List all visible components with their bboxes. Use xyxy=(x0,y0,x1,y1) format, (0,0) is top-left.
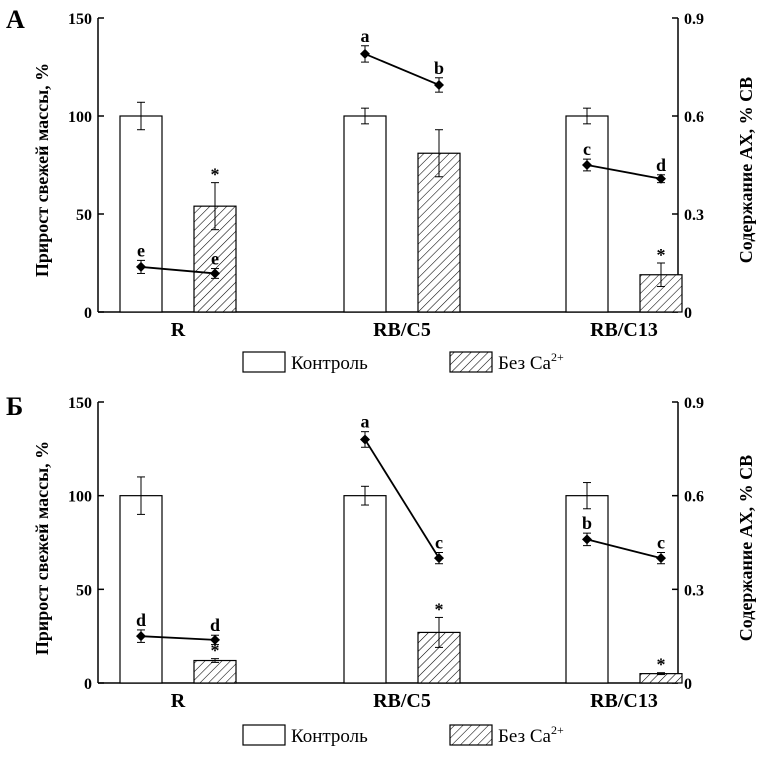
panel-a-category-label: RB/C13 xyxy=(590,319,658,341)
panel-b-ax-letter: c xyxy=(657,532,665,552)
legend-a-control-label: Контроль xyxy=(291,353,368,374)
panel-a-y-tick-label: 0 xyxy=(84,305,92,322)
panel-a-y2-tick-label: 0 xyxy=(684,305,692,322)
panel-a-ax-point xyxy=(656,173,666,184)
panel-b-bar-control xyxy=(119,495,163,684)
panel-b-ax-letter: a xyxy=(361,412,370,432)
panel-a-significance-mark: * xyxy=(211,165,220,185)
panel-a-ax-letter: e xyxy=(211,249,219,269)
panel-b-category-label: RB/C13 xyxy=(590,690,658,712)
legend-b-control-swatch xyxy=(242,724,286,746)
legend-a-control-swatch xyxy=(242,351,286,373)
panel-b-significance-mark: * xyxy=(435,599,444,619)
panel-b-ax-point xyxy=(360,434,370,445)
legend-a-noca-swatch xyxy=(449,351,493,373)
legend-a: Контроль Без Ca2+ xyxy=(242,350,564,374)
panel-a-bar-noca xyxy=(417,152,461,313)
panel-b-ax-point xyxy=(582,534,592,545)
legend-b-control-label: Контроль xyxy=(291,726,368,747)
panel-a-ax-letter: a xyxy=(361,26,370,46)
panel-b-y2-tick-label: 0.9 xyxy=(684,395,704,412)
panel-b-ylabel: Прирост свежей массы, % xyxy=(32,441,52,655)
panel-a-label: А xyxy=(6,5,25,34)
panel-b-ax-letter: c xyxy=(435,532,443,552)
panel-a-ax-point xyxy=(136,261,146,272)
panel-b-ax-point xyxy=(434,553,444,564)
panel-b-bar-noca xyxy=(193,659,237,684)
legend-b-noca-label: Без Ca2+ xyxy=(498,723,564,747)
panel-a-ax-point xyxy=(360,48,370,59)
panel-a-y-tick-label: 50 xyxy=(76,207,92,224)
panel-a-y-tick-label: 100 xyxy=(68,109,92,126)
panel-a-bar-control xyxy=(343,115,387,313)
panel-b-ax-point xyxy=(656,553,666,564)
panel-b-ax-point xyxy=(210,634,220,645)
panel-b-ax-letter: b xyxy=(582,513,592,533)
panel-a-ax-letter: b xyxy=(434,58,444,78)
panel-b-ax-line xyxy=(364,438,440,559)
panel-b-ax-line xyxy=(586,538,662,559)
panel-a-plot: 0 50 100 150 0 0.3 0.6 0.9 R * e e RB/C5 a b RB/C13 * c d xyxy=(68,11,704,341)
panel-a-ax-letter: e xyxy=(137,240,145,260)
panel-b-y-tick-label: 0 xyxy=(84,676,92,693)
panel-b-y-tick-label: 150 xyxy=(68,395,92,412)
panel-b-y2label: Содержание АХ, % СВ xyxy=(736,455,756,641)
panel-b-label: Б xyxy=(6,392,23,421)
panel-b-ax-line xyxy=(140,635,216,641)
panel-b-bar-control xyxy=(565,495,609,684)
panel-b-plot: 0 50 100 150 0 0.3 0.6 0.9 R * d d RB/C5 * a c RB/C13 * b c xyxy=(68,395,704,712)
panel-a-category-label: R xyxy=(171,319,186,341)
legend-a-noca-label: Без Ca2+ xyxy=(498,350,564,374)
panel-a-y-tick-label: 150 xyxy=(68,11,92,28)
panel-a-significance-mark: * xyxy=(657,245,666,265)
panel-a-ax-line xyxy=(140,266,216,275)
panel-b-ax-letter: d xyxy=(136,610,146,630)
panel-a-ax-letter: c xyxy=(583,139,591,159)
panel-b-significance-mark: * xyxy=(211,641,220,661)
panel-b-y2-tick-label: 0.6 xyxy=(684,489,704,506)
panel-a-y2-tick-label: 0.3 xyxy=(684,207,704,224)
panel-a-ax-line xyxy=(364,53,440,86)
panel-b-y-tick-label: 100 xyxy=(68,489,92,506)
panel-a-y2-tick-label: 0.9 xyxy=(684,11,704,28)
panel-a-ax-point xyxy=(434,79,444,90)
panel-a-ax-point xyxy=(210,268,220,279)
panel-a-ax-line xyxy=(586,164,662,180)
panel-a-y2-tick-label: 0.6 xyxy=(684,109,704,126)
panel-b-ax-point xyxy=(136,631,146,642)
panel-b-y2-tick-label: 0 xyxy=(684,676,692,693)
panel-b-ax-letter: d xyxy=(210,615,220,635)
panel-a-ylabel: Прирост свежей массы, % xyxy=(32,63,52,277)
panel-b-y2-tick-label: 0.3 xyxy=(684,582,704,599)
legend-b-noca-swatch xyxy=(449,724,493,746)
legend-b: Контроль Без Ca2+ xyxy=(242,723,564,747)
panel-a-ax-letter: d xyxy=(656,155,666,175)
panel-a-bar-control xyxy=(565,115,609,313)
panel-a-category-label: RB/C5 xyxy=(373,319,431,341)
panel-b-bar-control xyxy=(343,495,387,684)
panel-b-category-label: RB/C5 xyxy=(373,690,431,712)
panel-b-significance-mark: * xyxy=(657,655,666,675)
panel-b-category-label: R xyxy=(171,690,186,712)
panel-a-ax-point xyxy=(582,160,592,170)
panel-b-y-tick-label: 50 xyxy=(76,582,92,599)
panel-a-bar-control xyxy=(119,115,163,313)
panel-a-y2label: Содержание АХ, % СВ xyxy=(736,77,756,263)
